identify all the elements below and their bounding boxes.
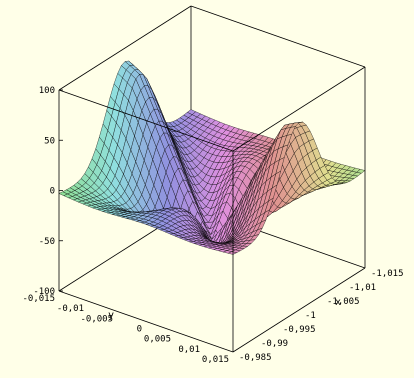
box-edge <box>190 5 366 68</box>
x-tick-label: -1,01 <box>349 283 376 293</box>
x-tick-label: -1,005 <box>327 297 360 307</box>
surface-patch <box>227 251 238 255</box>
y-tick-label: -0,015 <box>22 294 55 304</box>
x-tick-label: -1,015 <box>371 269 404 279</box>
y-tick-label: 0,01 <box>178 345 200 355</box>
box-edge <box>232 66 366 152</box>
z-tick-label: 0 <box>50 187 55 197</box>
z-tick-label: -50 <box>39 237 55 247</box>
y-tick-label: 0,005 <box>144 335 171 345</box>
x-tick-label: -0,99 <box>261 339 288 349</box>
surface-mesh <box>58 60 366 255</box>
x-axis-label: x <box>335 297 341 308</box>
x-tick-label: -0,995 <box>283 325 316 335</box>
box-edge <box>58 89 234 152</box>
x-tick-label: -1 <box>305 311 316 321</box>
y-tick-label: 0,015 <box>202 355 229 365</box>
box-edge <box>58 290 234 353</box>
y-axis-ticks: -0,015-0,01-0,005 00,005 0,010,015 <box>22 294 229 365</box>
x-tick-label: -0,985 <box>239 353 272 363</box>
y-tick-label: 0 <box>137 325 142 335</box>
box-edge <box>58 5 192 91</box>
y-tick-label: -0,01 <box>57 304 84 314</box>
y-tick-label: -0,005 <box>80 314 113 324</box>
box-edge <box>232 267 366 353</box>
x-axis-ticks: -1,015 -1,01 -1,005 -1 -0,995 -0,99 -0,985 <box>239 269 404 363</box>
z-axis-ticks: 100 50 0 -50 -100 <box>33 86 63 297</box>
bounding-box-front <box>58 66 366 353</box>
z-tick-label: 100 <box>39 86 55 96</box>
y-axis-label: y <box>108 310 114 321</box>
z-tick-label: -100 <box>33 287 55 297</box>
z-tick-label: 50 <box>44 136 55 146</box>
